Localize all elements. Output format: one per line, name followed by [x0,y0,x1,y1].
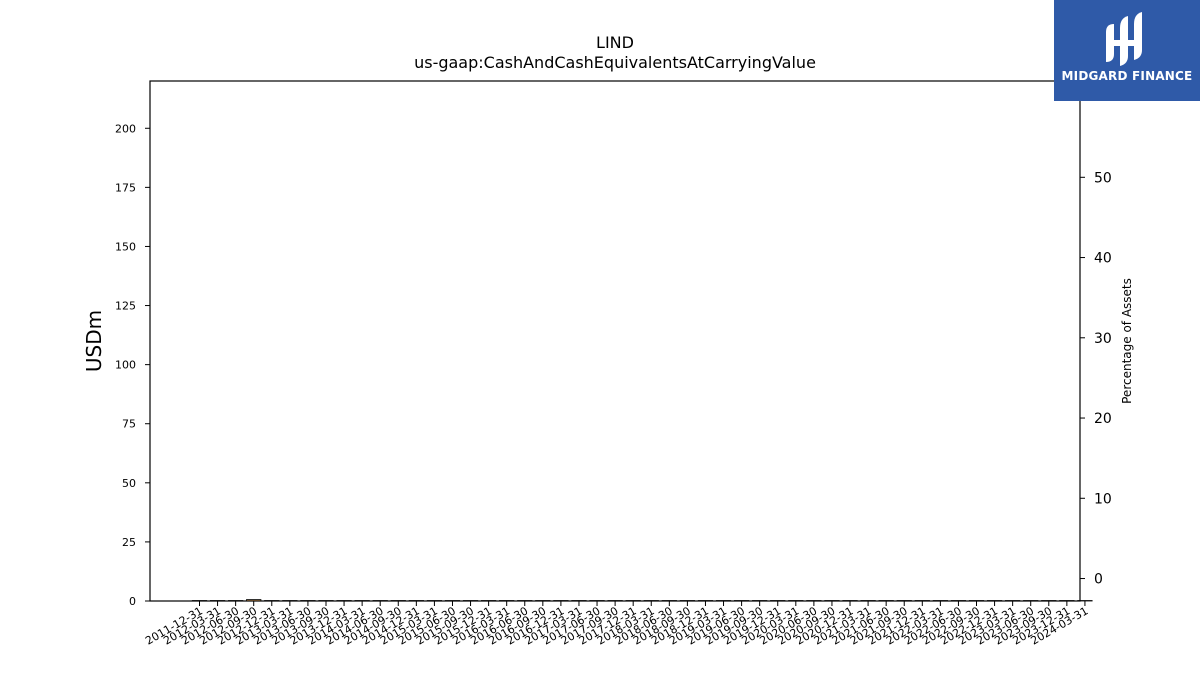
y2-tick-label: 30 [1094,331,1112,347]
chart-subtitle: us-gaap:CashAndCashEquivalentsAtCarrying… [414,53,816,72]
brand-logo: MIDGARD FINANCE [1054,0,1200,101]
x-axis: 2011-12-312012-03-312012-06-302012-09-30… [143,601,1090,648]
plot-frame [149,80,1081,602]
y-tick-label: 100 [115,359,136,372]
y-tick-label: 25 [122,536,136,549]
y-tick-label: 150 [115,240,136,253]
y-axis: 0 25 50 75 100 125 150 175 200 [115,122,150,608]
y2-tick-label: 0 [1094,572,1103,588]
y2-axis-label: Percentage of Assets [1120,278,1134,404]
y-axis-label: USDm [82,310,106,372]
logo-text: MIDGARD FINANCE [1061,69,1193,83]
y2-tick-label: 20 [1094,411,1112,427]
y-tick-label: 175 [115,181,136,194]
y-tick-label: 125 [115,300,136,313]
y-tick-label: 75 [122,418,136,431]
y2-tick-label: 10 [1094,491,1112,507]
chart-title: LIND [596,33,634,52]
y-tick-label: 200 [115,122,136,135]
y2-axis: 0 10 20 30 40 50 [1080,170,1112,588]
y-tick-label: 0 [129,595,136,608]
y2-tick-label: 50 [1094,170,1112,186]
midgard-logo-icon [1106,12,1142,66]
y2-tick-label: 40 [1094,251,1112,267]
y-tick-label: 50 [122,477,136,490]
